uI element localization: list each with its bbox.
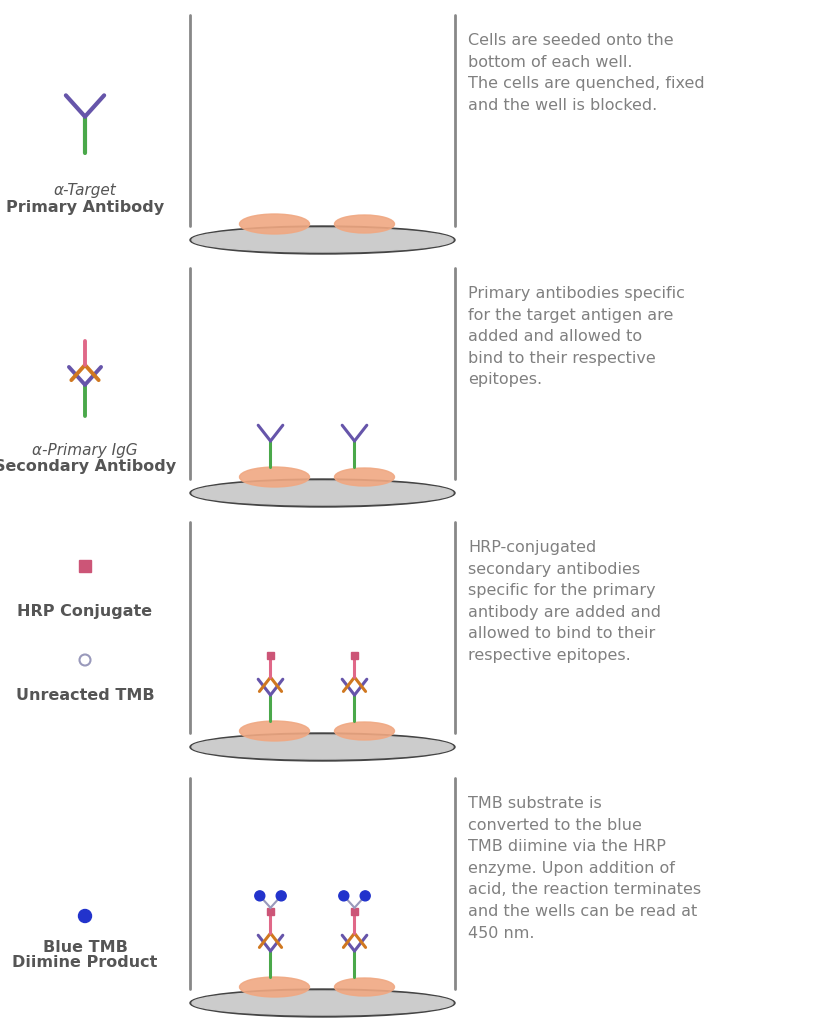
Text: Primary antibodies specific
for the target antigen are
added and allowed to
bind: Primary antibodies specific for the targ… <box>468 286 685 387</box>
Ellipse shape <box>335 215 395 233</box>
Ellipse shape <box>335 722 395 740</box>
Text: HRP-conjugated
secondary antibodies
specific for the primary
antibody are added : HRP-conjugated secondary antibodies spec… <box>468 540 661 663</box>
Text: Primary Antibody: Primary Antibody <box>6 200 164 215</box>
Ellipse shape <box>192 991 453 1015</box>
Text: Cells are seeded onto the
bottom of each well.
The cells are quenched, fixed
and: Cells are seeded onto the bottom of each… <box>468 33 705 113</box>
Text: α-Primary IgG: α-Primary IgG <box>32 443 137 458</box>
Bar <box>351 907 358 914</box>
Ellipse shape <box>277 891 287 901</box>
Ellipse shape <box>192 481 453 505</box>
Bar <box>267 651 274 658</box>
Ellipse shape <box>190 989 455 1017</box>
Ellipse shape <box>335 978 395 996</box>
Ellipse shape <box>192 735 453 759</box>
Text: Diimine Product: Diimine Product <box>12 955 157 970</box>
Bar <box>191 268 454 479</box>
Ellipse shape <box>240 721 310 741</box>
Ellipse shape <box>240 467 310 487</box>
Ellipse shape <box>78 909 92 923</box>
Ellipse shape <box>190 733 455 761</box>
Text: α-Target: α-Target <box>53 183 117 198</box>
Bar <box>79 560 91 572</box>
Bar <box>351 651 358 658</box>
Ellipse shape <box>240 977 310 997</box>
Ellipse shape <box>240 214 310 234</box>
Ellipse shape <box>255 891 265 901</box>
Text: Blue TMB: Blue TMB <box>42 940 127 955</box>
Ellipse shape <box>360 891 370 901</box>
Ellipse shape <box>190 479 455 507</box>
Text: Unreacted TMB: Unreacted TMB <box>16 688 154 703</box>
Text: HRP Conjugate: HRP Conjugate <box>17 604 152 618</box>
Ellipse shape <box>339 891 349 901</box>
Text: TMB substrate is
converted to the blue
TMB diimine via the HRP
enzyme. Upon addi: TMB substrate is converted to the blue T… <box>468 796 701 941</box>
Ellipse shape <box>192 228 453 252</box>
Ellipse shape <box>335 468 395 486</box>
Ellipse shape <box>190 226 455 254</box>
Bar <box>191 522 454 733</box>
Bar <box>191 778 454 989</box>
Text: Secondary Antibody: Secondary Antibody <box>0 459 176 474</box>
Bar <box>191 15 454 226</box>
Bar <box>267 907 274 914</box>
